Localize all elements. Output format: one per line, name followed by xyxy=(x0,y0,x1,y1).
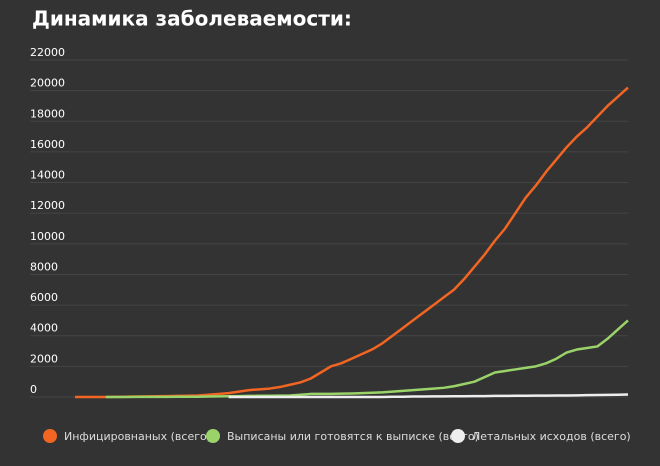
legend-label: Летальных исходов (всего) xyxy=(472,430,631,443)
series-line xyxy=(105,319,629,399)
legend-label: Инфицировнаных (всего) xyxy=(64,430,211,443)
legend-label: Выписаны или готовятся к выписке (всего) xyxy=(227,430,479,443)
y-tick-label: 14000 xyxy=(30,169,65,182)
y-tick-label: 4000 xyxy=(30,322,58,335)
legend-marker xyxy=(451,429,465,443)
legend-marker xyxy=(43,429,57,443)
chart-title: Динамика заболеваемости: xyxy=(32,7,352,31)
y-tick-label: 10000 xyxy=(30,230,65,243)
y-tick-label: 6000 xyxy=(30,291,58,304)
y-tick-label: 8000 xyxy=(30,260,58,273)
y-tick-label: 22000 xyxy=(30,46,65,59)
y-tick-label: 12000 xyxy=(30,199,65,212)
y-tick-label: 20000 xyxy=(30,77,65,90)
y-tick-label: 2000 xyxy=(30,352,58,365)
y-tick-label: 0 xyxy=(30,383,37,396)
y-tick-label: 16000 xyxy=(30,138,65,151)
series-line xyxy=(228,393,629,399)
y-tick-label: 18000 xyxy=(30,107,65,120)
legend-marker xyxy=(206,429,220,443)
